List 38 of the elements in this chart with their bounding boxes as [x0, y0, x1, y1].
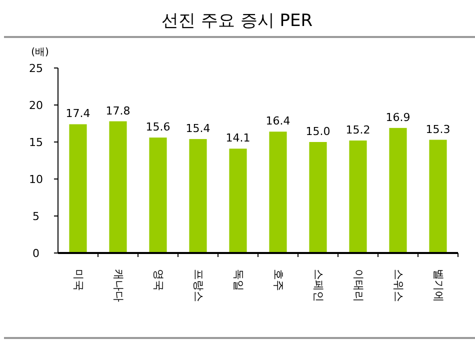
- data-label: 17.4: [66, 107, 90, 120]
- x-tick-label: 스페인: [312, 269, 325, 302]
- data-label: 14.1: [226, 132, 250, 145]
- data-label: 15.4: [186, 122, 210, 136]
- data-label: 15.3: [426, 122, 450, 136]
- bar: [109, 121, 127, 253]
- x-tick-label: 스위스: [392, 269, 405, 302]
- bar: [229, 148, 247, 253]
- data-label: 15.2: [346, 124, 370, 137]
- chart-title: 선진 주요 증시 PER: [161, 11, 313, 31]
- bar: [69, 124, 87, 253]
- y-tick-label: 25: [29, 62, 43, 75]
- data-label: 15.0: [306, 125, 330, 138]
- y-tick-label: 5: [32, 210, 40, 223]
- data-label: 16.9: [386, 110, 410, 124]
- data-label: 17.8: [106, 104, 130, 118]
- bar: [309, 142, 327, 253]
- x-tick-label: 이태리: [352, 269, 365, 302]
- x-tick-label: 벨기에: [432, 269, 445, 302]
- bar: [149, 138, 167, 253]
- x-tick-label: 호주: [272, 269, 285, 291]
- y-axis-title: (배): [31, 47, 49, 58]
- bar: [389, 128, 407, 253]
- x-tick-label: 캐나다: [112, 269, 125, 302]
- x-tick-label: 프랑스: [192, 269, 205, 302]
- bar: [189, 139, 207, 253]
- bar: [429, 140, 447, 253]
- y-tick-label: 0: [32, 247, 40, 260]
- x-tick-label: 미국: [72, 269, 85, 291]
- x-tick-label: 영국: [152, 269, 165, 291]
- data-label: 15.6: [146, 120, 170, 134]
- y-tick-label: 10: [29, 173, 43, 186]
- bar: [349, 140, 367, 253]
- y-tick-label: 20: [29, 99, 43, 112]
- x-tick-label: 독일: [232, 269, 245, 291]
- data-label: 16.4: [266, 114, 290, 128]
- bar: [269, 132, 287, 253]
- y-tick-label: 15: [29, 136, 43, 149]
